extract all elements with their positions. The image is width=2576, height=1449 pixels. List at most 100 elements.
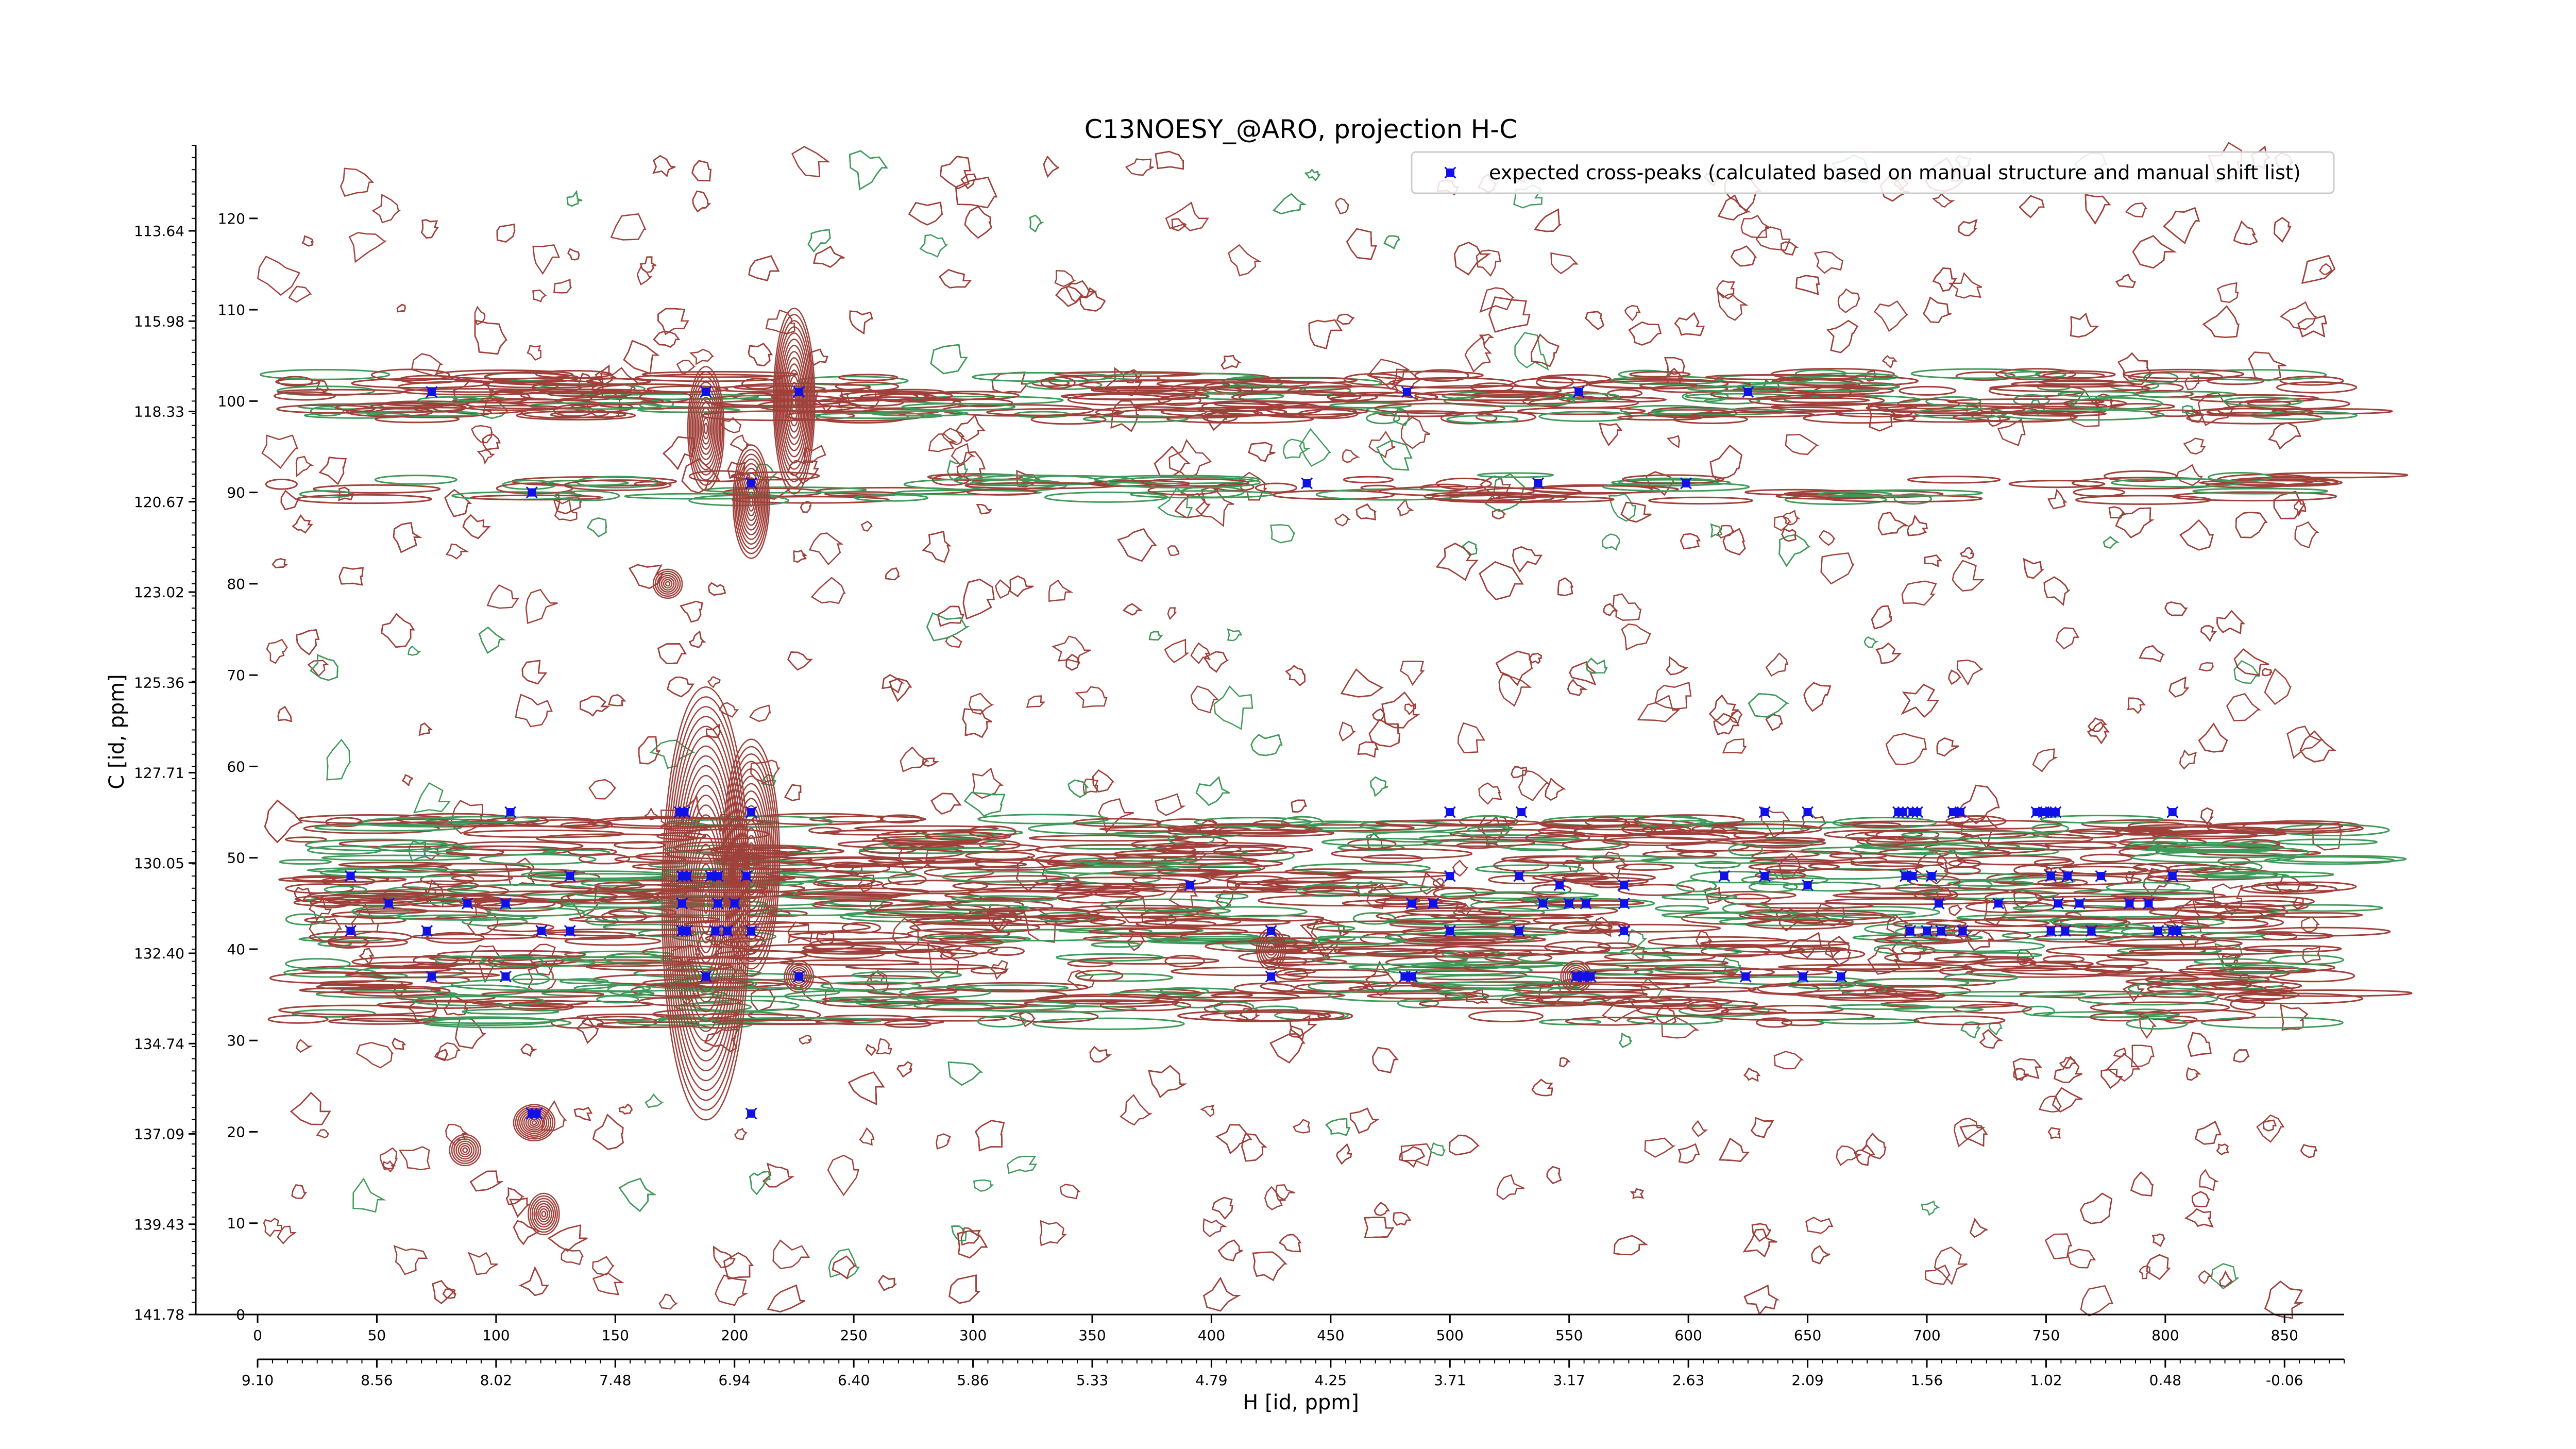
contour-blob: [1492, 509, 1506, 520]
contour-streak: [2147, 844, 2276, 853]
contour-streak: [901, 402, 1016, 411]
contour-blob: [1751, 1223, 1772, 1242]
contour-blob: [1349, 1107, 1380, 1134]
contour-blob: [813, 245, 845, 268]
contour-blob: [1608, 493, 1636, 522]
contour-blob: [1983, 897, 2010, 926]
contour-blob: [964, 206, 992, 239]
contour-streak: [1070, 904, 1212, 914]
contour-blob: [1969, 1218, 1988, 1238]
contour-blob: [2194, 1121, 2222, 1145]
x-tick-label: 550: [1555, 1327, 1583, 1344]
secondary-x-tick-label: 6.94: [719, 1372, 751, 1389]
contour-streak: [1765, 865, 1807, 874]
contour-streak: [2042, 955, 2085, 964]
contour-streak: [1418, 999, 1556, 1009]
contour-streak: [402, 963, 540, 970]
contour-streak: [2224, 992, 2364, 1005]
contour-blob: [1743, 1067, 1761, 1082]
contour-streak: [868, 857, 980, 864]
contour-streak: [1500, 995, 1606, 1007]
contour-streak: [450, 372, 580, 384]
contour-blob: [1743, 1284, 1780, 1316]
contour-streak: [437, 950, 586, 959]
contour-streak: [1544, 940, 1611, 954]
contour-streak: [1030, 414, 1107, 425]
contour-streak: [941, 871, 1070, 883]
contour-streak: [1648, 936, 1790, 948]
contour-streak: [1751, 850, 1862, 863]
contour-blob: [1479, 561, 1524, 600]
contour-blob: [310, 654, 338, 681]
cross-peak-marker: [745, 925, 757, 937]
contour-blob: [848, 1071, 885, 1105]
marker-cross: [526, 486, 538, 499]
contour-streak: [296, 494, 432, 504]
contour-blob: [1462, 541, 1478, 556]
contour-blob: [1837, 288, 1861, 313]
contour-blob: [749, 1170, 771, 1195]
contour-streak: [1585, 959, 1729, 967]
contour-blob: [995, 579, 1011, 599]
contour-blob: [885, 567, 901, 581]
marker-cross: [2095, 870, 2107, 882]
contour-blob: [532, 244, 560, 275]
strong-peak-contours: [698, 402, 715, 455]
x-tick-label: 600: [1674, 1327, 1702, 1344]
cross-peak-marker: [1427, 897, 1439, 909]
cross-peak-marker: [745, 1107, 757, 1120]
contour-streak: [2268, 954, 2345, 965]
contour-streak: [814, 900, 893, 907]
marker-cross: [1572, 386, 1585, 398]
contour-blob: [2070, 312, 2099, 338]
cross-peak-marker: [1618, 897, 1630, 909]
contour-blob: [1154, 446, 1191, 478]
contour-streak: [324, 885, 367, 894]
x-tick-label: 650: [1794, 1327, 1821, 1344]
contour-blob: [1432, 878, 1445, 887]
contour-blob: [707, 676, 721, 688]
contour-blob: [2267, 422, 2301, 450]
contour-blob: [1730, 245, 1757, 267]
contour-streak: [1297, 409, 1359, 419]
contour-streak: [1779, 913, 1896, 925]
contour-blob: [444, 489, 472, 517]
contour-streak: [1731, 839, 1826, 847]
contour-blob: [520, 1043, 538, 1057]
contour-blob: [1680, 533, 1701, 550]
contour-blob: [1948, 904, 1963, 917]
marker-layer: [345, 386, 2183, 1120]
strong-peak-contours: [703, 892, 709, 914]
contour-streak: [560, 821, 613, 830]
contour-streak: [607, 984, 645, 996]
x-tick-label: 200: [721, 1327, 748, 1344]
contour-blob: [1168, 439, 1212, 479]
contour-streak: [1260, 980, 1369, 993]
contour-blob: [1875, 642, 1902, 664]
contour-streak: [2196, 872, 2290, 879]
contour-blob: [1355, 503, 1377, 520]
contour-blob: [477, 449, 496, 465]
contour-blob: [748, 343, 773, 367]
contour-streak: [2127, 821, 2188, 830]
contour-streak: [2038, 895, 2172, 902]
strong-peak-contours: [736, 798, 766, 918]
contour-blob: [1498, 673, 1532, 707]
cross-peak-marker: [1618, 879, 1630, 891]
y-tick-label: 70: [227, 667, 245, 684]
strong-peak-contours: [738, 805, 765, 911]
contour-streak: [580, 390, 632, 398]
contour-blob: [667, 677, 694, 698]
contour-streak: [1367, 992, 1478, 1000]
strong-peak-contours: [740, 467, 762, 535]
marker-cross: [1515, 806, 1528, 818]
contour-blob: [1613, 593, 1642, 621]
marker-cross: [1718, 870, 1731, 882]
contour-streak: [1704, 374, 1858, 380]
contour-streak: [1342, 899, 1463, 907]
contour-streak: [851, 970, 962, 980]
cross-peak-marker: [1956, 925, 1969, 937]
contour-blob: [772, 1239, 810, 1270]
contour-streak: [1379, 485, 1536, 497]
contour-streak: [276, 385, 376, 396]
